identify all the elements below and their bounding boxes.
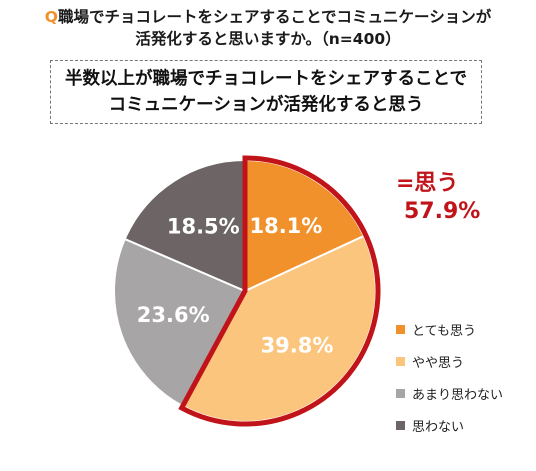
legend-swatch xyxy=(396,324,405,334)
legend-item: あまり思わない xyxy=(396,377,503,409)
legend-item: 思わない xyxy=(396,409,503,441)
chart-legend: とても思うやや思うあまり思わない 思わない xyxy=(396,313,503,441)
legend-item: とても思う xyxy=(396,313,503,345)
slice-value-label: 18.1% xyxy=(249,214,322,238)
agree-summary: =思う 57.9% xyxy=(396,170,506,226)
legend-swatch xyxy=(396,388,405,398)
legend-label: やや思う xyxy=(412,355,465,371)
legend-label: あまり思わない xyxy=(412,387,504,403)
summary-callout-box: 半数以上が職場でチョコレートをシェアすることで コミュニケーションが活発化すると… xyxy=(50,60,482,124)
slice-value-label: 18.5% xyxy=(167,215,240,239)
legend-swatch xyxy=(396,356,405,366)
question-line-2: 活発化すると思いますか。（n=400） xyxy=(135,30,401,48)
question-text: Q職場でチョコレートをシェアすることでコミュニケーションが 活発化すると思います… xyxy=(0,6,536,50)
slice-value-label: 23.6% xyxy=(137,303,210,327)
slice-value-label: 39.8% xyxy=(261,333,334,357)
question-marker: Q xyxy=(44,8,58,26)
agree-summary-label: =思う xyxy=(396,171,459,196)
legend-item: やや思う xyxy=(396,345,503,377)
question-line-1-text: 職場でチョコレートをシェアすることでコミュニケーションが xyxy=(57,8,492,26)
legend-swatch xyxy=(396,420,405,430)
highlight-outline xyxy=(178,155,381,427)
callout-line-2: コミュニケーションが活発化すると思う xyxy=(108,95,424,115)
callout-line-1: 半数以上が職場でチョコレートをシェアすることで xyxy=(65,69,467,89)
slice-3 xyxy=(123,158,246,293)
legend-label: 思わない xyxy=(412,419,465,435)
slice-2 xyxy=(113,237,247,408)
legend-label: とても思う xyxy=(412,323,476,339)
agree-summary-value: 57.9% xyxy=(404,199,481,224)
question-line-1: Q職場でチョコレートをシェアすることでコミュニケーションが xyxy=(0,6,536,28)
